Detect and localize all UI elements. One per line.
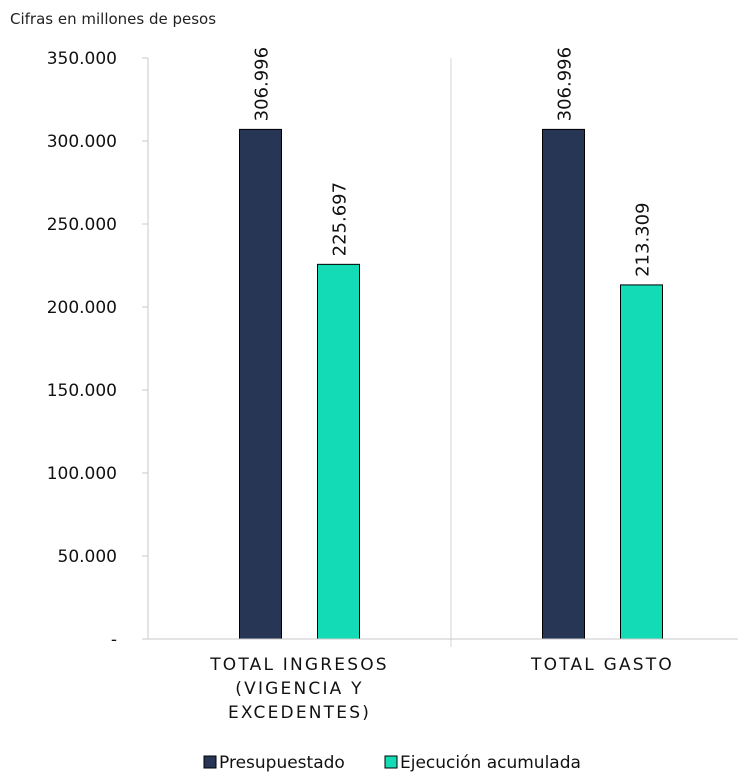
y-tick-label: - (111, 630, 117, 650)
y-tick-label: 150.000 (47, 381, 117, 401)
legend: Presupuestado Ejecución acumulada (203, 753, 581, 772)
legend-label: Ejecución acumulada (400, 753, 581, 772)
legend-swatch (203, 755, 217, 769)
y-axis: - 50.000 100.000 150.000 200.000 250.000 300.0… (47, 49, 149, 650)
y-tick-label: 250.000 (47, 215, 117, 235)
x-axis: TOTAL INGRESOS (VIGENCIA Y EXCEDENTES) TOTA… (148, 638, 738, 723)
legend-label: Presupuestado (219, 753, 345, 772)
bar-ejecucion-acumulada (317, 263, 360, 640)
y-tick-label: 100.000 (47, 464, 117, 484)
x-category-label: EXCEDENTES) (228, 703, 371, 723)
y-tick-label: 350.000 (47, 49, 117, 69)
y-tick-label: 300.000 (47, 132, 117, 152)
bar-value-label: 213.309 (633, 202, 654, 276)
x-category-label: (VIGENCIA Y (235, 679, 363, 699)
x-category-label: TOTAL GASTO (530, 655, 674, 675)
y-tick-label: 200.000 (47, 298, 117, 318)
bar-value-label: 225.697 (330, 182, 351, 256)
x-category-label: TOTAL INGRESOS (209, 655, 389, 675)
unit-label: Cifras en millones de pesos (10, 10, 216, 28)
bar-value-label: 306.996 (252, 47, 273, 121)
bar-presupuestado (542, 128, 585, 640)
legend-swatch (384, 755, 398, 769)
y-tick-label: 50.000 (58, 547, 117, 567)
data-labels: 306.996 225.697 306.996 213.309 (252, 47, 654, 277)
bar-presupuestado (239, 128, 282, 640)
bar-ejecucion-acumulada (620, 284, 663, 640)
bar-value-label: 306.996 (555, 47, 576, 121)
